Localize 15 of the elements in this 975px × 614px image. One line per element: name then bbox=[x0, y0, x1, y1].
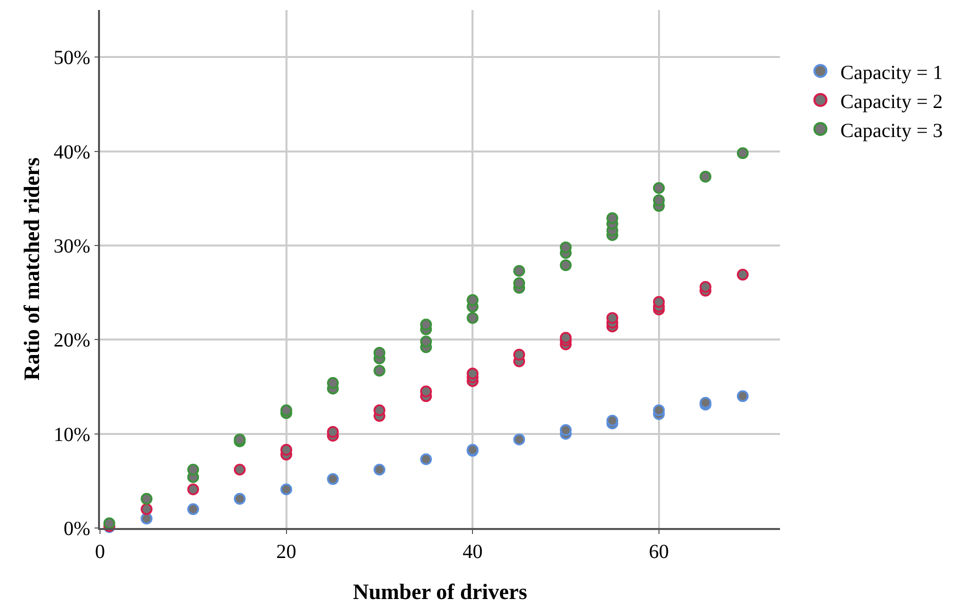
x-tick-label: 40 bbox=[462, 540, 483, 563]
y-tick-label: 10% bbox=[54, 424, 90, 446]
y-tick-label: 50% bbox=[54, 47, 90, 70]
y-axis-title: Ratio of matched riders bbox=[18, 157, 44, 381]
x-axis-title: Number of drivers bbox=[352, 579, 528, 604]
y-tick-label: 20% bbox=[54, 330, 90, 352]
y-tick-label: 40% bbox=[54, 141, 90, 164]
x-tick-label: 20 bbox=[276, 540, 296, 563]
y-tick-label: 30% bbox=[54, 235, 90, 258]
x-tick-label: 60 bbox=[648, 540, 669, 563]
legend-label: Capacity = 1 bbox=[840, 62, 943, 84]
legend-label: Capacity = 3 bbox=[840, 120, 943, 142]
y-tick-label: 0% bbox=[64, 518, 90, 540]
legend-label: Capacity = 2 bbox=[840, 90, 943, 113]
x-tick-label: 0 bbox=[95, 540, 105, 563]
